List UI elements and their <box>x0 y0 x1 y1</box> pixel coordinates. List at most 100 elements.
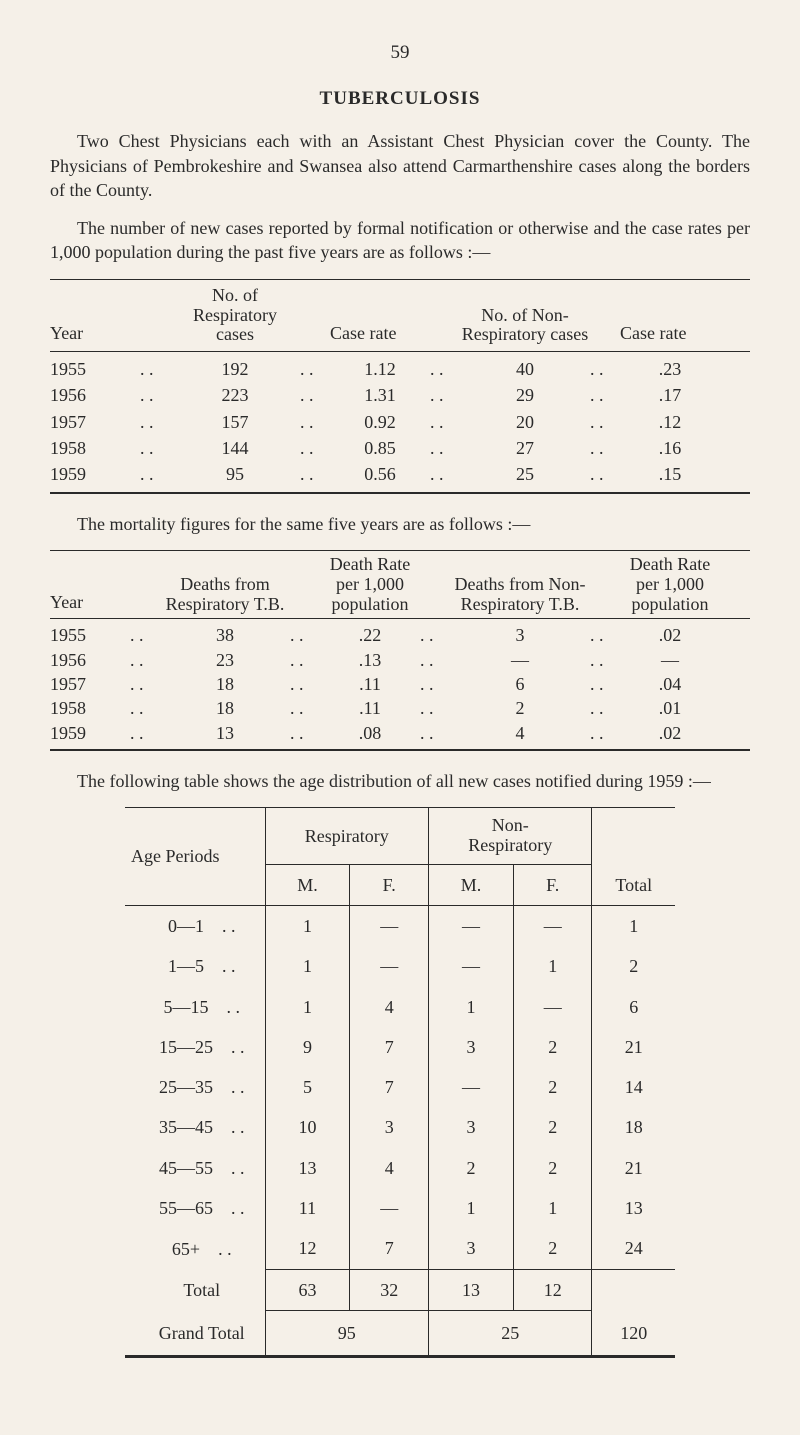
cell-rf: 4 <box>350 1148 429 1188</box>
table-mortality: Year Deaths fromRespiratory T.B. Death R… <box>50 550 750 751</box>
table-row: 15—25 . .973221 <box>125 1027 675 1067</box>
cell-rf: — <box>350 1188 429 1228</box>
t3-grand-total: 120 <box>592 1310 675 1356</box>
cell-nf: — <box>513 987 592 1027</box>
cell-rm: 1 <box>265 906 350 947</box>
cell-d2: — <box>450 648 590 672</box>
cell-r2: .02 <box>620 623 720 647</box>
cell-d2: 3 <box>450 623 590 647</box>
cell-d2: 2 <box>450 696 590 720</box>
cell-d1: 38 <box>160 623 290 647</box>
cell-d2: 4 <box>450 721 590 745</box>
table-cases: Year No. of Respiratorycases Case rate N… <box>50 279 750 494</box>
cell-nonresp: 29 <box>460 382 590 408</box>
paragraph-agedist: The following table shows the age distri… <box>50 769 750 793</box>
t3-head-resp-m: M. <box>265 864 350 905</box>
cell-r1: .13 <box>320 648 420 672</box>
cell-nf: 2 <box>513 1148 592 1188</box>
cell-total: 6 <box>592 987 675 1027</box>
t3-head-total: Total <box>592 808 675 906</box>
t3-grand-nonresp: 25 <box>428 1310 591 1356</box>
t3-head-non-m: M. <box>428 864 513 905</box>
cell-nf: — <box>513 906 592 947</box>
cell-nf: 2 <box>513 1027 592 1067</box>
table-row: 35—45 . .1033218 <box>125 1107 675 1147</box>
cell-rm: 9 <box>265 1027 350 1067</box>
cell-rate1: 0.56 <box>330 461 430 487</box>
table-row: 65+ . .1273224 <box>125 1228 675 1269</box>
cell-resp: 192 <box>170 356 300 382</box>
cell-total: 1 <box>592 906 675 947</box>
cell-nm: 1 <box>428 1188 513 1228</box>
cell-r2: .01 <box>620 696 720 720</box>
t2-head-year: Year <box>50 590 130 614</box>
cell-rate2: .17 <box>620 382 720 408</box>
table-row: 45—55 . .1342221 <box>125 1148 675 1188</box>
cell-rm: 1 <box>265 987 350 1027</box>
cell-nm: 3 <box>428 1027 513 1067</box>
cell-age: 5—15 . . <box>125 987 265 1027</box>
cell-rm: 10 <box>265 1107 350 1147</box>
cell-nm: — <box>428 946 513 986</box>
cell-nonresp: 27 <box>460 435 590 461</box>
cell-nm: — <box>428 1067 513 1107</box>
cell-rate1: 1.12 <box>330 356 430 382</box>
t1-head-rate1: Case rate <box>330 319 430 347</box>
cell-r2: .04 <box>620 672 720 696</box>
cell-rf: 7 <box>350 1228 429 1269</box>
cell-rm: 5 <box>265 1067 350 1107</box>
cell-rate2: .15 <box>620 461 720 487</box>
cell-rf: 3 <box>350 1107 429 1147</box>
t3-total-nf: 12 <box>513 1269 592 1310</box>
cell-total: 18 <box>592 1107 675 1147</box>
cell-nm: 1 <box>428 987 513 1027</box>
table-row: 1959. .95. .0.56. .25. ..15 <box>50 461 750 487</box>
cell-rm: 1 <box>265 946 350 986</box>
cell-rf: — <box>350 906 429 947</box>
cell-nf: 2 <box>513 1228 592 1269</box>
cell-age: 15—25 . . <box>125 1027 265 1067</box>
cell-rate1: 0.85 <box>330 435 430 461</box>
paragraph-intro-2: The number of new cases reported by form… <box>50 216 750 265</box>
cell-age: 0—1 . . <box>125 906 265 947</box>
cell-nm: 2 <box>428 1148 513 1188</box>
cell-rf: 7 <box>350 1027 429 1067</box>
cell-total: 14 <box>592 1067 675 1107</box>
cell-resp: 157 <box>170 409 300 435</box>
cell-age: 55—65 . . <box>125 1188 265 1228</box>
cell-rf: 7 <box>350 1067 429 1107</box>
cell-rm: 11 <box>265 1188 350 1228</box>
cell-nf: 2 <box>513 1107 592 1147</box>
cell-d1: 13 <box>160 721 290 745</box>
cell-age: 45—55 . . <box>125 1148 265 1188</box>
paragraph-intro-1: Two Chest Physicians each with an Assist… <box>50 129 750 202</box>
table-row: 5—15 . .141—6 <box>125 987 675 1027</box>
t1-head-nonresp: No. of Non-Respiratory cases <box>460 304 590 348</box>
cell-rate1: 1.31 <box>330 382 430 408</box>
table-row: 1956. .223. .1.31. .29. ..17 <box>50 382 750 408</box>
cell-total: 21 <box>592 1027 675 1067</box>
cell-d1: 23 <box>160 648 290 672</box>
cell-age: 25—35 . . <box>125 1067 265 1107</box>
t1-head-rate2: Case rate <box>620 319 720 347</box>
t2-head-deaths-resp: Deaths fromRespiratory T.B. <box>160 575 290 615</box>
t2-head-rate-non: Death Rateper 1,000population <box>620 555 720 614</box>
table-row: 1957. .157. .0.92. .20. ..12 <box>50 409 750 435</box>
cell-year: 1957 <box>50 409 140 435</box>
cell-rate2: .16 <box>620 435 720 461</box>
table-row: 0—1 . .1———1 <box>125 906 675 947</box>
cell-rf: — <box>350 946 429 986</box>
cell-year: 1959 <box>50 721 130 745</box>
t3-grand-resp: 95 <box>265 1310 428 1356</box>
cell-nm: — <box>428 906 513 947</box>
cell-year: 1956 <box>50 382 140 408</box>
t3-head-non-f: F. <box>513 864 592 905</box>
cell-nonresp: 20 <box>460 409 590 435</box>
cell-rate2: .23 <box>620 356 720 382</box>
table-row: 1958. .144. .0.85. .27. ..16 <box>50 435 750 461</box>
table-row: 1957. .18. ..11. .6. ..04 <box>50 672 750 696</box>
t3-head-nonresp: Non-Respiratory <box>428 808 591 865</box>
cell-resp: 95 <box>170 461 300 487</box>
cell-r1: .11 <box>320 672 420 696</box>
table-row: 25—35 . .57—214 <box>125 1067 675 1107</box>
